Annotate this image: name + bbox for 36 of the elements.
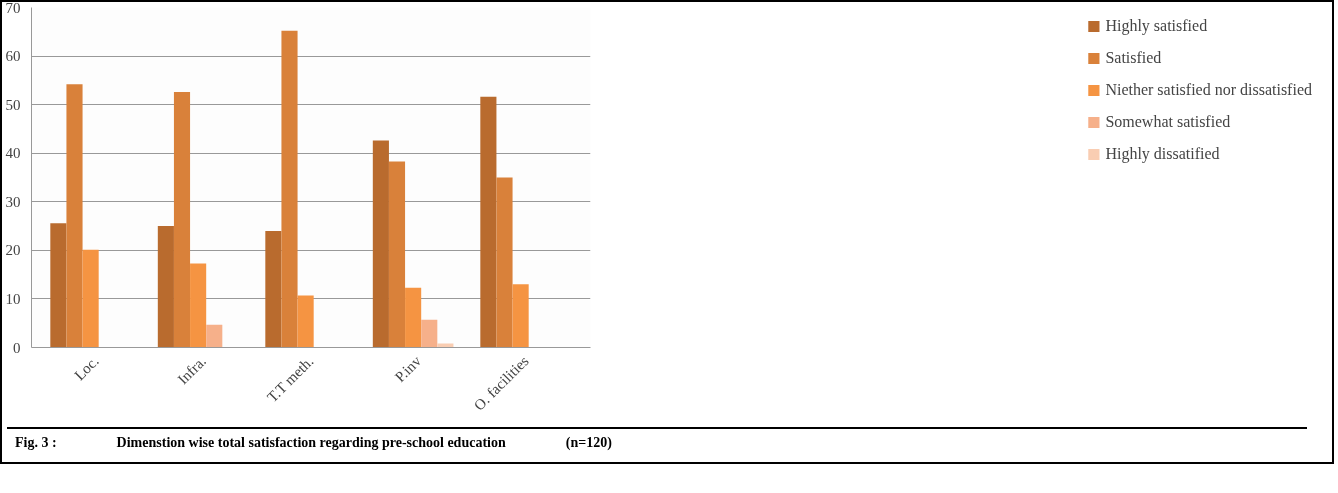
y-tick-label: 60 (5, 48, 21, 65)
bar (421, 319, 438, 348)
bar (281, 30, 298, 348)
legend-label: Highly satisfied (1105, 17, 1208, 35)
bar (157, 226, 174, 348)
y-tick-label: 20 (5, 242, 21, 259)
caption: Fig. 3 : (15, 435, 57, 450)
x-tick-label: Infra. (174, 352, 210, 388)
bar (405, 287, 422, 348)
y-tick-label: 30 (5, 193, 21, 210)
text: Dimenstion wise total satisfaction regarding pre-school education (116, 435, 506, 450)
bar (82, 249, 99, 348)
bar (297, 295, 314, 348)
text: (n=120) (565, 435, 612, 450)
bar (173, 92, 191, 348)
bar (66, 84, 83, 348)
y-tick-label: 0 (13, 339, 21, 356)
bar (190, 263, 207, 348)
bar (50, 223, 67, 348)
bar (512, 284, 529, 348)
legend-label: Highly dissatified (1105, 145, 1220, 163)
bar (496, 177, 513, 348)
y-tick-label: 50 (5, 96, 21, 113)
legend-label: Somewhat satisfied (1105, 113, 1231, 131)
y-tick-label: 10 (5, 290, 21, 307)
legend-label: Satisfied (1105, 49, 1162, 67)
bar (372, 140, 389, 348)
bar (388, 161, 406, 348)
legend-label: Niether satisfied nor dissatisfied (1105, 81, 1312, 99)
bar (206, 324, 223, 348)
x-tick-label: T.T meth. (264, 353, 317, 406)
bar (265, 230, 282, 348)
y-tick-label: 40 (5, 145, 21, 162)
x-tick-label: Loc. (71, 352, 102, 384)
y-tick-label: 70 (5, 0, 21, 16)
bar (480, 96, 497, 348)
